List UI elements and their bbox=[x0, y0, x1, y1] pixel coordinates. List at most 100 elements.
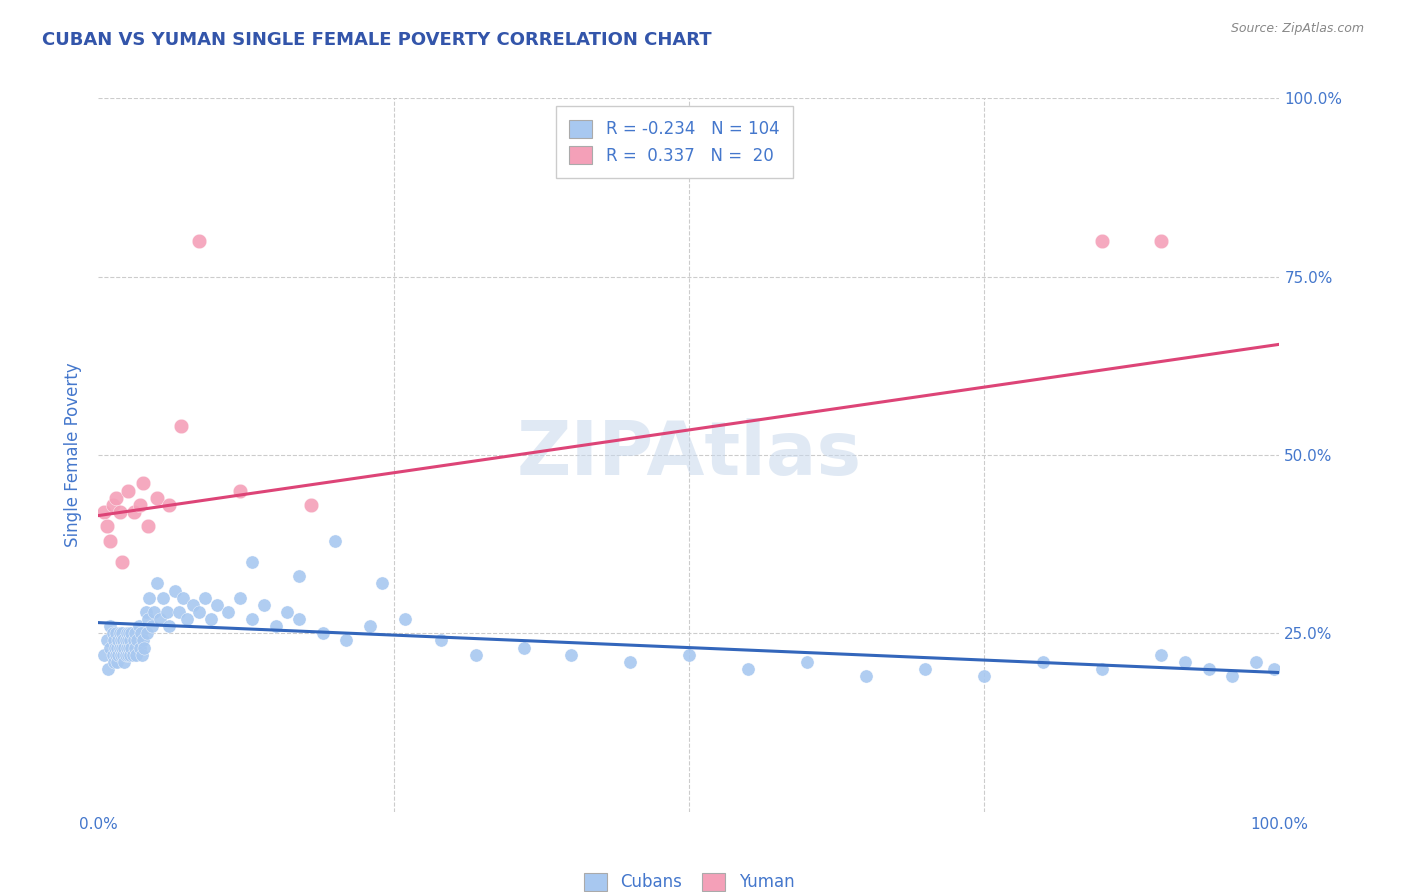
Point bbox=[117, 648, 139, 662]
Point bbox=[111, 626, 134, 640]
Point bbox=[121, 626, 143, 640]
Point bbox=[146, 491, 169, 505]
Point bbox=[128, 640, 150, 655]
Point bbox=[512, 640, 534, 655]
Point bbox=[205, 598, 228, 612]
Point bbox=[217, 605, 239, 619]
Point bbox=[288, 569, 311, 583]
Point bbox=[105, 655, 128, 669]
Point bbox=[134, 640, 156, 655]
Point bbox=[111, 555, 134, 569]
Point bbox=[103, 633, 125, 648]
Point bbox=[335, 633, 357, 648]
Point bbox=[152, 591, 174, 605]
Point bbox=[114, 648, 136, 662]
Point bbox=[465, 648, 488, 662]
Point bbox=[105, 626, 128, 640]
Point bbox=[142, 605, 165, 619]
Point bbox=[131, 648, 153, 662]
Point bbox=[146, 576, 169, 591]
Point bbox=[1198, 662, 1220, 676]
Point bbox=[101, 498, 124, 512]
Point bbox=[93, 505, 115, 519]
Point bbox=[110, 648, 132, 662]
Point bbox=[141, 619, 163, 633]
Point bbox=[973, 669, 995, 683]
Point bbox=[276, 605, 298, 619]
Point bbox=[135, 605, 157, 619]
Point bbox=[1263, 662, 1285, 676]
Y-axis label: Single Female Poverty: Single Female Poverty bbox=[65, 363, 83, 547]
Point bbox=[855, 669, 877, 683]
Point bbox=[1091, 234, 1114, 248]
Point bbox=[105, 491, 128, 505]
Point bbox=[112, 640, 135, 655]
Point bbox=[108, 505, 131, 519]
Point bbox=[111, 640, 134, 655]
Point bbox=[129, 626, 152, 640]
Point bbox=[101, 626, 124, 640]
Point bbox=[253, 598, 276, 612]
Point bbox=[359, 619, 381, 633]
Point bbox=[312, 626, 335, 640]
Point bbox=[181, 598, 204, 612]
Point bbox=[114, 633, 136, 648]
Point bbox=[299, 498, 322, 512]
Point bbox=[97, 662, 120, 676]
Point bbox=[165, 583, 187, 598]
Point bbox=[914, 662, 936, 676]
Point bbox=[194, 591, 217, 605]
Point bbox=[240, 612, 263, 626]
Point bbox=[176, 612, 198, 626]
Point bbox=[98, 533, 121, 548]
Point bbox=[108, 640, 131, 655]
Point bbox=[619, 655, 641, 669]
Point bbox=[136, 612, 159, 626]
Point bbox=[115, 640, 138, 655]
Point bbox=[117, 633, 139, 648]
Point bbox=[135, 626, 157, 640]
Point bbox=[101, 648, 124, 662]
Point bbox=[112, 633, 135, 648]
Point bbox=[394, 612, 416, 626]
Point bbox=[105, 640, 128, 655]
Point bbox=[112, 655, 135, 669]
Point bbox=[149, 612, 172, 626]
Point bbox=[240, 555, 263, 569]
Text: CUBAN VS YUMAN SINGLE FEMALE POVERTY CORRELATION CHART: CUBAN VS YUMAN SINGLE FEMALE POVERTY COR… bbox=[42, 31, 711, 49]
Point bbox=[157, 498, 180, 512]
Point bbox=[107, 633, 129, 648]
Point bbox=[323, 533, 346, 548]
Point bbox=[93, 648, 115, 662]
Point bbox=[1244, 655, 1267, 669]
Point bbox=[107, 648, 129, 662]
Point bbox=[430, 633, 453, 648]
Point bbox=[560, 648, 582, 662]
Point bbox=[128, 619, 150, 633]
Point bbox=[157, 619, 180, 633]
Point bbox=[118, 640, 141, 655]
Point bbox=[187, 234, 209, 248]
Point bbox=[1220, 669, 1243, 683]
Point bbox=[371, 576, 394, 591]
Point bbox=[103, 655, 125, 669]
Point bbox=[678, 648, 700, 662]
Point bbox=[1032, 655, 1054, 669]
Text: ZIPAtlas: ZIPAtlas bbox=[516, 418, 862, 491]
Point bbox=[117, 483, 139, 498]
Point bbox=[118, 626, 141, 640]
Point bbox=[121, 648, 143, 662]
Point bbox=[187, 605, 209, 619]
Point bbox=[200, 612, 222, 626]
Point bbox=[288, 612, 311, 626]
Point bbox=[132, 633, 155, 648]
Point bbox=[1091, 662, 1114, 676]
Point bbox=[122, 505, 145, 519]
Point bbox=[96, 519, 118, 533]
Point bbox=[125, 648, 148, 662]
Point bbox=[132, 476, 155, 491]
Point bbox=[120, 648, 142, 662]
Legend: Cubans, Yuman: Cubans, Yuman bbox=[571, 859, 807, 892]
Point bbox=[124, 626, 146, 640]
Point bbox=[1150, 234, 1173, 248]
